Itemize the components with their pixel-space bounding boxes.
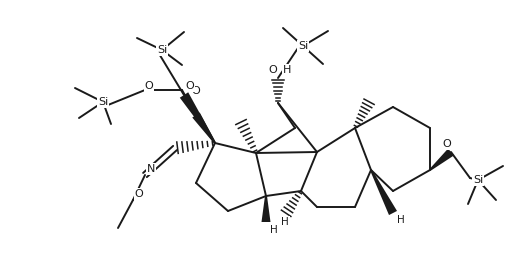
- Text: H: H: [270, 225, 277, 235]
- Text: O: O: [442, 139, 450, 149]
- Text: Si: Si: [157, 45, 167, 55]
- Text: Si: Si: [472, 175, 482, 185]
- Polygon shape: [261, 196, 270, 222]
- Text: Si: Si: [297, 41, 308, 51]
- Text: O: O: [185, 81, 194, 91]
- Text: O: O: [144, 81, 153, 91]
- Polygon shape: [369, 170, 396, 215]
- Text: Si: Si: [97, 97, 108, 107]
- Text: N: N: [146, 164, 155, 174]
- Polygon shape: [192, 113, 216, 144]
- Text: H: H: [281, 217, 288, 227]
- Polygon shape: [179, 92, 216, 144]
- Text: O: O: [268, 65, 277, 75]
- Text: H: H: [282, 65, 290, 75]
- Text: H: H: [396, 215, 404, 225]
- Polygon shape: [429, 148, 453, 171]
- Text: O: O: [134, 189, 143, 199]
- Text: O: O: [191, 86, 200, 96]
